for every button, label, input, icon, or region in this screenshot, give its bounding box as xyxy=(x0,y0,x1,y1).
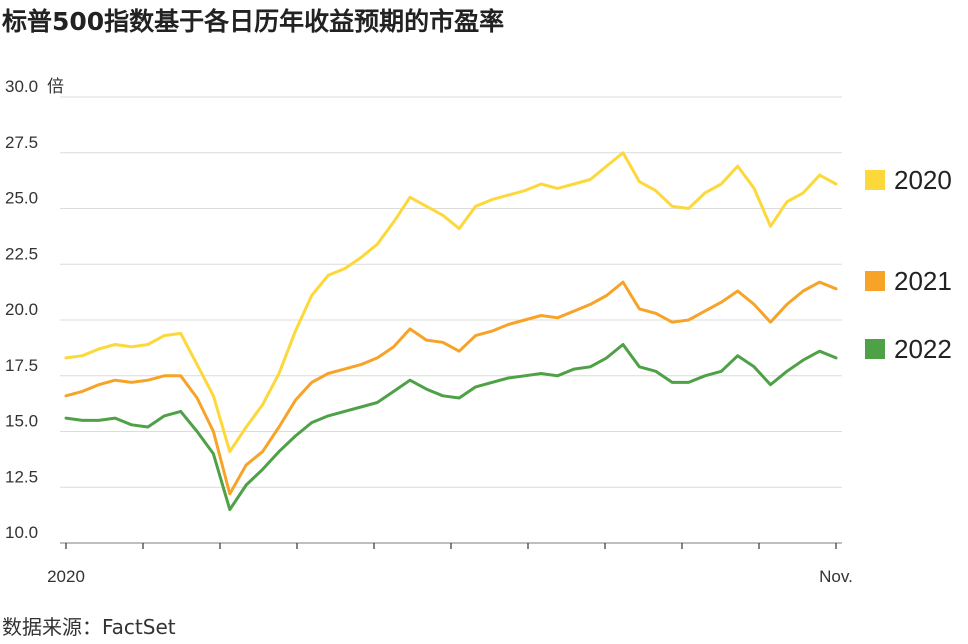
series-line-2020 xyxy=(64,151,838,454)
y-tick-label: 17.5 xyxy=(5,356,38,375)
grid xyxy=(60,96,842,544)
x-axis: 2020 Nov. xyxy=(47,543,853,586)
y-tick-label: 20.0 xyxy=(5,300,38,319)
legend: 2020 2021 2022 xyxy=(865,165,952,364)
y-axis-ticks: 30.0 倍 27.5 25.0 22.5 20.0 17.5 15.0 12.5 10.0 xyxy=(5,77,64,542)
x-tick-label-end: Nov. xyxy=(819,567,853,586)
series-line-2021 xyxy=(64,280,838,496)
legend-label-2021: 2021 xyxy=(894,266,952,296)
legend-swatch-2022 xyxy=(865,339,885,359)
y-tick-label: 10.0 xyxy=(5,523,38,542)
y-tick-label: 25.0 xyxy=(5,189,38,208)
y-tick-label: 22.5 xyxy=(5,244,38,263)
y-unit-label: 倍 xyxy=(47,77,64,96)
legend-swatch-2020 xyxy=(865,170,885,190)
source-note: 数据来源：FactSet xyxy=(2,615,176,639)
legend-label-2022: 2022 xyxy=(894,334,952,364)
pe-ratio-line-chart: 30.0 倍 27.5 25.0 22.5 20.0 17.5 15.0 12.5 10.0 20… xyxy=(5,77,952,586)
y-tick-label: 30.0 xyxy=(5,77,38,96)
legend-swatch-2021 xyxy=(865,271,885,291)
y-tick-label: 15.0 xyxy=(5,412,38,431)
series-lines xyxy=(64,151,838,512)
y-tick-label: 27.5 xyxy=(5,133,38,152)
x-tick-label-start: 2020 xyxy=(47,567,85,586)
series-line-2022 xyxy=(64,343,838,512)
y-tick-label: 12.5 xyxy=(5,467,38,486)
legend-label-2020: 2020 xyxy=(894,165,952,195)
chart-title: 标普500指数基于各日历年收益预期的市盈率 xyxy=(2,7,505,36)
